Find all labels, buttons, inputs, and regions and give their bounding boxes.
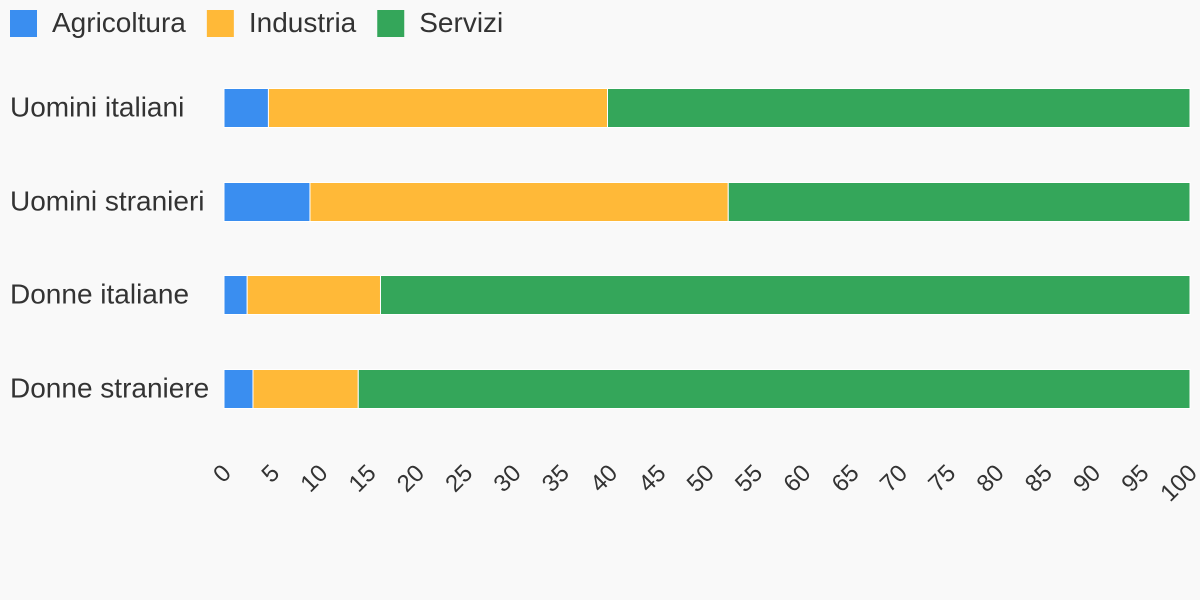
category-label: Donne straniere [10, 372, 209, 403]
category-label: Donne italiane [10, 278, 189, 309]
x-tick-label: 40 [585, 460, 623, 498]
x-tick-label: 70 [875, 460, 913, 498]
legend: Agricoltura Industria Servizi [10, 7, 503, 38]
x-tick-label: 5 [256, 460, 285, 489]
x-tick-label: 0 [208, 460, 237, 489]
category-label: Uomini italiani [10, 91, 184, 122]
bar-segment-agricoltura [223, 275, 248, 315]
bar-segment-agricoltura [223, 182, 311, 222]
category-labels: Uomini italiani Uomini stranieri Donne ita… [10, 91, 209, 403]
x-tick-label: 55 [730, 460, 768, 498]
bar-segment-agricoltura [223, 369, 254, 409]
x-tick-label: 30 [489, 460, 527, 498]
bars [223, 88, 1191, 409]
bar-segment-industria [252, 369, 359, 409]
bar-segment-servizi [379, 275, 1191, 315]
x-tick-label: 75 [923, 460, 961, 498]
bar-segment-servizi [357, 369, 1191, 409]
legend-swatch-agricoltura [10, 10, 37, 37]
bar-segment-agricoltura [223, 88, 269, 128]
x-tick-label: 95 [1116, 460, 1154, 498]
x-tick-label: 15 [344, 460, 382, 498]
bar-segment-industria [267, 88, 609, 128]
legend-label-agricoltura: Agricoltura [52, 7, 186, 38]
bar-segment-industria [246, 275, 381, 315]
x-tick-label: 80 [972, 460, 1010, 498]
x-tick-label: 50 [682, 460, 720, 498]
bar-segment-servizi [727, 182, 1191, 222]
x-tick-label: 45 [633, 460, 671, 498]
category-label: Uomini stranieri [10, 185, 205, 216]
x-tick-label: 35 [537, 460, 575, 498]
x-tick-label: 90 [1068, 460, 1106, 498]
x-axis-ticks: 0 5 10 15 20 25 30 35 40 45 50 55 60 65 70 75 80 85 90 95 10… [208, 460, 1200, 507]
x-tick-label: 25 [440, 460, 478, 498]
legend-label-industria: Industria [249, 7, 357, 38]
x-tick-label: 10 [295, 460, 333, 498]
legend-label-servizi: Servizi [419, 7, 503, 38]
x-tick-label: 85 [1020, 460, 1058, 498]
x-tick-label: 20 [392, 460, 430, 498]
x-tick-label: 100 [1155, 460, 1200, 507]
legend-swatch-servizi [377, 10, 405, 37]
legend-swatch-industria [206, 10, 234, 37]
x-tick-label: 65 [827, 460, 865, 498]
bar-segment-industria [309, 182, 729, 222]
x-tick-label: 60 [778, 460, 816, 498]
bar-segment-servizi [607, 88, 1191, 128]
